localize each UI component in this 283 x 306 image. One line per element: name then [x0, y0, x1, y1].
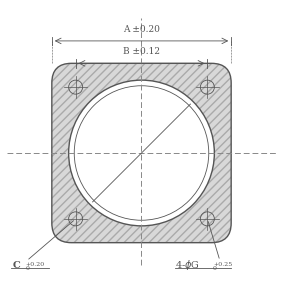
Text: A ±0.20: A ±0.20 [123, 25, 160, 34]
FancyBboxPatch shape [52, 63, 231, 243]
Circle shape [69, 80, 214, 226]
Text: 0: 0 [25, 266, 29, 271]
Text: 0: 0 [213, 266, 217, 271]
Text: 4-$\phi$G: 4-$\phi$G [175, 258, 200, 272]
Text: C: C [13, 261, 20, 270]
Text: +0.20: +0.20 [25, 263, 44, 267]
Text: B ±0.12: B ±0.12 [123, 47, 160, 56]
Text: +0.25: +0.25 [213, 263, 232, 267]
